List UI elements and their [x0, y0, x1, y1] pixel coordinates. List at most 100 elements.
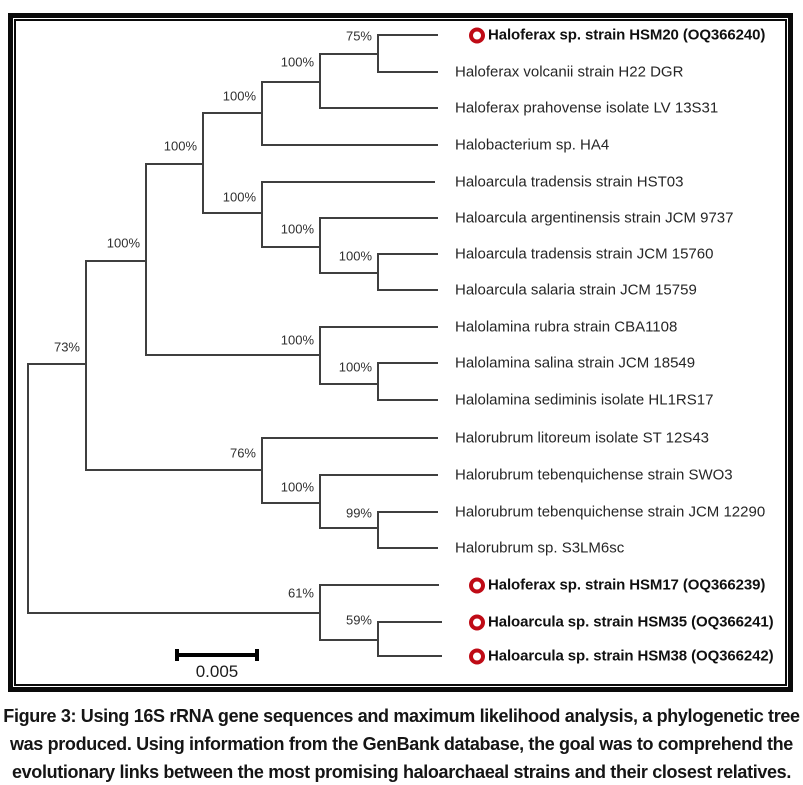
tree-branch	[319, 584, 321, 641]
tree-branch	[261, 437, 438, 439]
bootstrap-value: 100%	[280, 221, 314, 237]
bootstrap-value: 100%	[280, 479, 314, 495]
taxon-name-text: Haloarcula tradensis strain HST03	[455, 173, 684, 191]
tree-branch	[319, 107, 438, 109]
tree-branch	[377, 621, 379, 657]
tree-branch	[377, 655, 442, 657]
tree-branch	[377, 511, 379, 549]
taxon-label: Halorubrum sp. S3LM6sc	[455, 540, 624, 557]
bootstrap-value: 100%	[106, 235, 140, 251]
taxon-label-highlighted: Haloarcula sp. strain HSM35 (OQ366241)	[469, 614, 774, 631]
taxon-name-text: Haloferax sp. strain HSM20 (OQ366240)	[488, 26, 766, 44]
taxon-label: Halobacterium sp. HA4	[455, 137, 609, 154]
figure-caption: Figure 3: Using 16S rRNA gene sequences …	[0, 702, 803, 785]
tree-panel-inner-border	[14, 19, 787, 686]
tree-branch	[377, 34, 438, 36]
taxon-name-text: Halolamina salina strain JCM 18549	[455, 354, 696, 372]
tree-branch	[261, 144, 438, 146]
red-circle-marker-icon	[469, 577, 485, 593]
taxon-label: Haloarcula tradensis strain JCM 15760	[455, 246, 713, 263]
bootstrap-value: 59%	[345, 612, 372, 628]
tree-branch	[261, 181, 263, 248]
tree-branch	[377, 511, 438, 513]
tree-branch	[319, 527, 379, 529]
taxon-label: Haloferax volcanii strain H22 DGR	[455, 64, 683, 81]
tree-branch	[145, 354, 321, 356]
tree-branch	[261, 437, 263, 504]
tree-branch	[319, 53, 321, 109]
tree-branch	[319, 584, 439, 586]
tree-branch	[319, 217, 321, 274]
taxon-label: Haloarcula argentinensis strain JCM 9737	[455, 210, 733, 227]
taxon-label: Halolamina rubra strain CBA1108	[455, 319, 677, 336]
taxon-label: Halorubrum litoreum isolate ST 12S43	[455, 430, 709, 447]
tree-branch	[319, 326, 438, 328]
tree-branch	[377, 399, 438, 401]
red-circle-marker-icon	[469, 27, 485, 43]
scale-bar-line	[175, 653, 259, 657]
tree-branch	[319, 474, 321, 529]
taxon-label: Halorubrum tebenquichense strain SWO3	[455, 467, 733, 484]
taxon-label: Haloarcula tradensis strain HST03	[455, 174, 683, 191]
tree-branch	[261, 181, 435, 183]
tree-branch	[27, 612, 321, 614]
bootstrap-value: 100%	[222, 88, 256, 104]
taxon-label: Haloferax prahovense isolate LV 13S31	[455, 100, 718, 117]
tree-branch	[261, 81, 321, 83]
tree-branch	[377, 547, 438, 549]
taxon-name-text: Haloarcula argentinensis strain JCM 9737	[455, 209, 734, 227]
tree-branch	[261, 246, 321, 248]
tree-branch	[319, 217, 438, 219]
tree-branch	[319, 639, 379, 641]
red-circle-marker-icon	[469, 648, 485, 664]
taxon-label-highlighted: Haloferax sp. strain HSM20 (OQ366240)	[469, 27, 765, 44]
bootstrap-value: 100%	[280, 54, 314, 70]
tree-branch	[377, 253, 379, 291]
bootstrap-value: 100%	[222, 189, 256, 205]
tree-branch	[85, 260, 147, 262]
bootstrap-value: 100%	[338, 248, 372, 264]
caption-line-1: Figure 3: Using 16S rRNA gene sequences …	[3, 706, 800, 726]
tree-branch	[319, 474, 438, 476]
taxon-name-text: Haloarcula sp. strain HSM35 (OQ366241)	[488, 613, 774, 631]
taxon-name-text: Haloferax volcanii strain H22 DGR	[455, 63, 684, 81]
taxon-name-text: Haloarcula tradensis strain JCM 15760	[455, 245, 714, 263]
taxon-name-text: Halorubrum sp. S3LM6sc	[455, 539, 625, 557]
tree-branch	[85, 260, 87, 471]
bootstrap-value: 100%	[338, 359, 372, 375]
bootstrap-value: 99%	[345, 505, 372, 521]
tree-branch	[319, 53, 379, 55]
tree-branch	[27, 363, 87, 365]
tree-branch	[377, 253, 438, 255]
taxon-label-highlighted: Haloferax sp. strain HSM17 (OQ366239)	[469, 577, 765, 594]
tree-branch	[377, 34, 379, 73]
tree-branch	[377, 289, 438, 291]
bootstrap-value: 100%	[163, 138, 197, 154]
tree-branch	[202, 112, 204, 214]
taxon-name-text: Halolamina sediminis isolate HL1RS17	[455, 391, 714, 409]
tree-branch	[377, 71, 438, 73]
taxon-label: Halolamina sediminis isolate HL1RS17	[455, 392, 713, 409]
tree-branch	[319, 272, 379, 274]
bootstrap-value: 73%	[53, 339, 80, 355]
taxon-name-text: Halorubrum litoreum isolate ST 12S43	[455, 429, 710, 447]
taxon-name-text: Halorubrum tebenquichense strain JCM 122…	[455, 503, 766, 521]
taxon-name-text: Haloferax prahovense isolate LV 13S31	[455, 99, 719, 117]
caption-line-3: evolutionary links between the most prom…	[11, 762, 791, 782]
scale-bar-right-cap	[255, 649, 259, 661]
tree-branch	[377, 362, 379, 401]
tree-branch	[261, 81, 263, 146]
bootstrap-value: 100%	[280, 332, 314, 348]
tree-branch	[202, 212, 263, 214]
tree-branch	[261, 502, 321, 504]
tree-branch	[377, 362, 438, 364]
bootstrap-value: 76%	[229, 445, 256, 461]
tree-branch	[319, 326, 321, 385]
scale-bar-left-cap	[175, 649, 179, 661]
tree-branch	[319, 383, 379, 385]
scale-bar-label: 0.005	[195, 662, 239, 681]
taxon-name-text: Haloarcula salaria strain JCM 15759	[455, 281, 697, 299]
taxon-label: Halolamina salina strain JCM 18549	[455, 355, 695, 372]
tree-branch	[202, 112, 263, 114]
